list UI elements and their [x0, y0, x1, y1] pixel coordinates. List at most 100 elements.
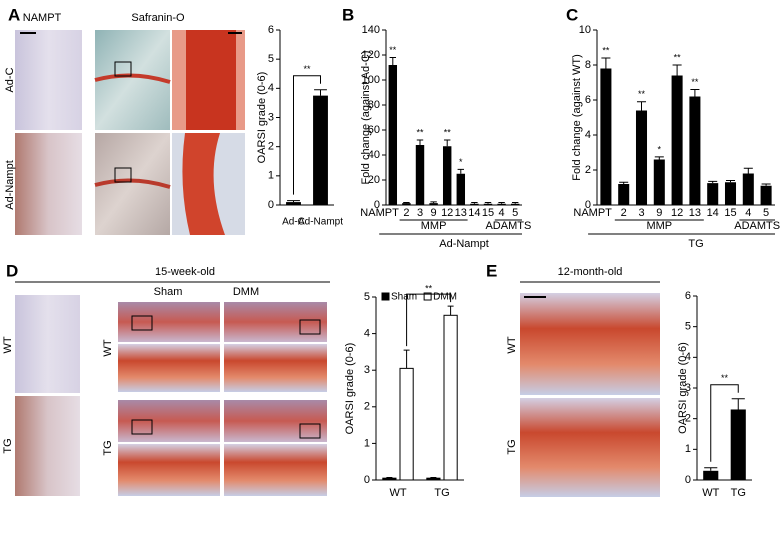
y-tick-label: 1	[364, 437, 370, 449]
error-bar	[761, 183, 771, 186]
x-tick-label: 14	[468, 207, 480, 219]
y-tick-label: 6	[685, 290, 691, 302]
image-label: Safranin-O	[131, 12, 185, 24]
y-tick-label: 0	[268, 199, 274, 211]
bar	[671, 75, 683, 205]
x-tick-label: 12	[671, 207, 683, 219]
histology-image	[15, 295, 80, 393]
significance-label: **	[674, 52, 682, 62]
y-tick-label: 5	[268, 53, 274, 65]
significance-label: **	[721, 373, 729, 383]
y-tick-label: 1	[268, 170, 274, 182]
group-label: ADAMTS	[485, 220, 531, 232]
cartilage	[94, 178, 171, 189]
significance-label: **	[416, 127, 424, 137]
x-tick-label: 2	[403, 207, 409, 219]
bar	[388, 65, 398, 205]
bar	[382, 477, 397, 481]
bar	[470, 203, 479, 205]
y-tick-label: 5	[685, 321, 691, 333]
y-axis-label: OARSI grade (0-6)	[677, 342, 689, 434]
error-bar	[708, 180, 718, 184]
histology-image	[15, 30, 82, 130]
row-label: Ad-Nampt	[4, 160, 16, 210]
y-axis-label: Fold change (against Ad-C)	[360, 51, 372, 185]
y-tick-label: 120	[362, 49, 380, 61]
y-tick-label: 3	[268, 111, 274, 123]
significance-label: *	[658, 144, 662, 154]
x-tick-label: 5	[763, 207, 769, 219]
y-tick-label: 5	[364, 291, 370, 303]
cartilage	[186, 30, 236, 130]
y-tick-label: 140	[362, 24, 380, 36]
histology-image	[224, 344, 327, 392]
histology-image	[118, 400, 220, 442]
bar	[286, 202, 301, 205]
error-bar	[511, 202, 519, 204]
bar	[730, 409, 746, 480]
x-tick-label: Ad-C	[282, 217, 305, 228]
bar	[635, 110, 648, 205]
cartilage	[94, 73, 171, 84]
legend-label: Sham	[391, 292, 417, 303]
bar	[313, 95, 328, 205]
row-label: WT	[506, 336, 518, 353]
error-bar	[389, 57, 397, 65]
bar	[689, 96, 701, 205]
y-axis-label: OARSI grade (0-6)	[256, 72, 268, 164]
bar	[724, 182, 737, 205]
error-bar	[484, 202, 492, 204]
histology-image	[118, 302, 220, 342]
error-bar	[430, 201, 437, 204]
error-bar	[672, 64, 682, 76]
comparison-bracket	[406, 293, 452, 347]
y-tick-label: 2	[364, 401, 370, 413]
row-label: WT	[102, 339, 114, 356]
panel-title: 12-month-old	[558, 266, 623, 278]
bar	[402, 203, 411, 205]
y-tick-label: 6	[585, 94, 591, 106]
error-bar	[690, 89, 700, 97]
bar	[742, 173, 754, 205]
zoom-box	[131, 419, 153, 435]
column-label: Sham	[154, 286, 183, 298]
panel-letter: C	[566, 5, 578, 24]
error-bar	[636, 101, 647, 111]
bar	[618, 184, 630, 205]
significance-label: **	[303, 64, 311, 74]
comparison-bracket	[710, 384, 739, 462]
y-tick-label: 80	[368, 99, 380, 111]
histology-image	[118, 444, 220, 496]
zoom-box	[114, 167, 132, 183]
y-tick-label: 8	[585, 59, 591, 71]
bar	[510, 203, 520, 205]
group-label: MMP	[421, 220, 447, 232]
y-tick-label: 4	[585, 129, 591, 141]
significance-label: *	[459, 157, 463, 167]
y-tick-label: 4	[268, 82, 274, 94]
row-label: WT	[2, 336, 14, 353]
error-bar	[601, 57, 611, 69]
bar	[483, 203, 493, 205]
group-title: Ad-Nampt	[439, 238, 489, 250]
error-bar	[447, 305, 454, 316]
bar	[429, 203, 438, 205]
legend-swatch	[423, 292, 432, 301]
zoom-box	[299, 423, 321, 439]
x-tick-label: 9	[431, 207, 437, 219]
error-bar	[619, 181, 629, 184]
panel-a-images: NAMPT Safranin-O Ad-C Ad-Nampt	[4, 12, 245, 235]
error-bar	[471, 202, 478, 204]
y-tick-label: 6	[268, 24, 274, 36]
image-label: NAMPT	[23, 12, 62, 24]
row-label: TG	[2, 438, 14, 453]
bar	[760, 185, 772, 205]
error-bar	[403, 202, 410, 204]
bar	[707, 183, 719, 205]
panel-letter: B	[342, 5, 354, 24]
panel-title: 15-week-old	[155, 266, 215, 278]
error-bar	[498, 202, 505, 204]
bar	[426, 477, 441, 481]
